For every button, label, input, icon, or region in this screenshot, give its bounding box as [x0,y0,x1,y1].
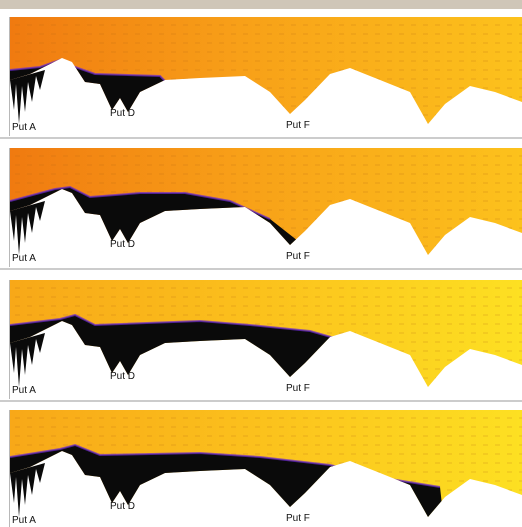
location-label: Put F [286,383,310,394]
top-bar [0,0,522,9]
bed-spikes [10,201,45,255]
bed-spikes [10,333,45,387]
location-label: Put D [110,239,135,250]
location-label: Put A [12,385,36,396]
panel: Put A Put D Put F [0,275,522,402]
flow-vectors [10,17,522,124]
flow-vectors [10,148,522,255]
location-label: Put F [286,251,310,262]
panel: Put A Put D Put F [0,143,522,270]
location-label: Put D [110,501,135,512]
location-label: Put F [286,120,310,131]
location-label: Put F [286,513,310,524]
interface-line [10,313,346,342]
interface-line [10,185,271,220]
bed-spikes [10,70,45,124]
bed-spikes [10,463,45,517]
location-label: Put D [110,371,135,382]
location-label: Put A [12,122,36,133]
location-label: Put A [12,515,36,526]
panel: Put A Put D Put F [0,12,522,139]
location-label: Put A [12,253,36,264]
panel: Put A Put D Put F [0,405,522,527]
location-label: Put D [110,108,135,119]
